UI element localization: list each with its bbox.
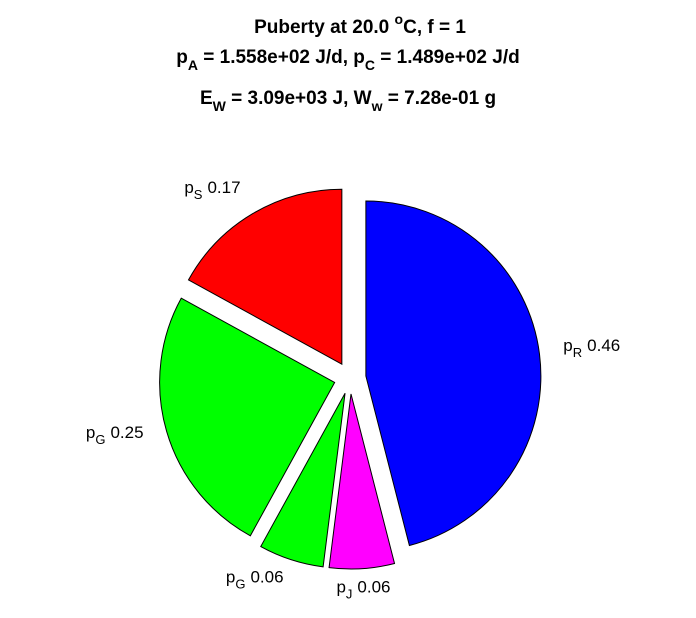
title-sub: C <box>365 57 375 73</box>
title-sup: o <box>395 11 404 27</box>
label-symbol: p <box>563 336 572 355</box>
label-value: 0.17 <box>207 178 240 197</box>
pie-slice <box>187 188 343 366</box>
label-symbol: p <box>86 423 95 442</box>
label-symbol: p <box>226 567 235 586</box>
title-line: pA = 1.558e+02 J/d, pC = 1.489e+02 J/d <box>176 47 519 73</box>
title-part: = 1.489e+02 J/d <box>375 47 520 68</box>
pie-slice <box>159 297 336 537</box>
label-symbol: p <box>336 578 345 597</box>
title-part: = 3.09e+03 J, W <box>226 88 372 109</box>
title-line: Puberty at 20.0 oC, f = 1 <box>254 11 466 38</box>
label-sub: G <box>235 576 245 591</box>
title-sub: w <box>371 98 383 114</box>
label-value: 0.25 <box>110 423 143 442</box>
title-part: E <box>200 88 213 109</box>
title-line: EW = 3.09e+03 J, Ww = 7.28e-01 g <box>200 88 496 114</box>
label-symbol: p <box>184 178 193 197</box>
label-sub: G <box>95 432 105 447</box>
slice-label: pG 0.25 <box>86 423 144 447</box>
title-part: C, f = 1 <box>403 17 466 38</box>
label-sub: R <box>573 345 582 360</box>
pie-slice <box>328 393 396 570</box>
title-part: Puberty at 20.0 <box>254 17 394 38</box>
title-sub: W <box>213 98 227 114</box>
label-value: 0.06 <box>357 578 390 597</box>
title-sub: A <box>188 57 198 73</box>
slice-label: pG 0.06 <box>226 567 284 591</box>
label-value: 0.06 <box>250 567 283 586</box>
label-value: 0.46 <box>587 336 620 355</box>
slice-label: pS 0.17 <box>184 178 240 202</box>
label-sub: J <box>346 587 353 602</box>
title-part: p <box>176 47 188 68</box>
label-sub: S <box>194 187 203 202</box>
pie-slice <box>260 392 346 568</box>
title-part: = 1.558e+02 J/d, p <box>198 47 365 68</box>
pie-slice <box>365 200 542 547</box>
slice-label: pJ 0.06 <box>336 578 390 602</box>
title-part: = 7.28e-01 g <box>383 88 497 109</box>
slice-label: pR 0.46 <box>563 336 620 360</box>
